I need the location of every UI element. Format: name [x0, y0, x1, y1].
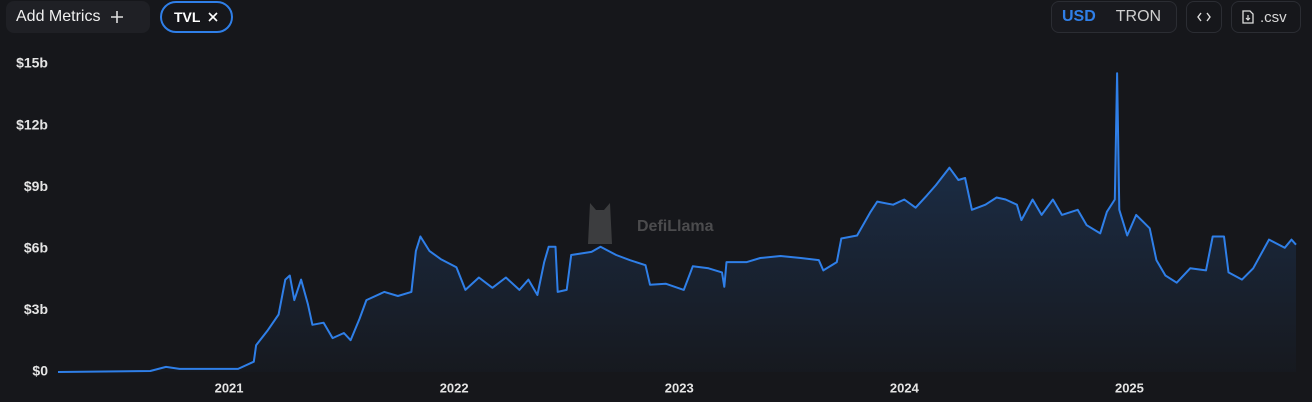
- x-tick-label: 2024: [890, 380, 920, 395]
- add-metrics-label: Add Metrics: [16, 8, 101, 25]
- watermark-text: DefiLlama: [637, 218, 714, 235]
- y-tick-label: $6b: [24, 240, 48, 256]
- x-tick-label: 2023: [665, 380, 694, 395]
- y-tick-label: $3b: [24, 301, 48, 317]
- y-tick-label: $0: [32, 363, 48, 379]
- x-tick-label: 2022: [440, 380, 469, 395]
- y-tick-label: $12b: [16, 116, 48, 132]
- plus-icon: [111, 11, 124, 23]
- metric-label: TVL: [174, 9, 201, 25]
- watermark: DefiLlama: [588, 203, 714, 244]
- file-icon: [1242, 10, 1254, 24]
- x-tick-label: 2025: [1115, 380, 1144, 395]
- x-tick-label: 2021: [215, 380, 244, 395]
- close-icon[interactable]: [208, 12, 219, 22]
- currency-option[interactable]: USD: [1062, 8, 1096, 25]
- y-tick-label: $9b: [24, 178, 48, 194]
- embed-button[interactable]: [1186, 1, 1222, 33]
- currency-option[interactable]: TRON: [1115, 8, 1162, 25]
- area-fill: [58, 73, 1296, 372]
- csv-label: .csv: [1260, 8, 1287, 26]
- line: [57, 72, 1297, 373]
- y-tick-label: $15b: [16, 55, 48, 71]
- watermark-logo: [588, 203, 612, 244]
- code-icon: [1197, 12, 1211, 22]
- csv-button[interactable]: .csv: [1231, 1, 1301, 33]
- add-metrics-button[interactable]: Add Metrics: [6, 1, 150, 33]
- metric-pill[interactable]: TVL: [160, 1, 233, 33]
- currency-toggle: USD TRON: [1051, 1, 1177, 33]
